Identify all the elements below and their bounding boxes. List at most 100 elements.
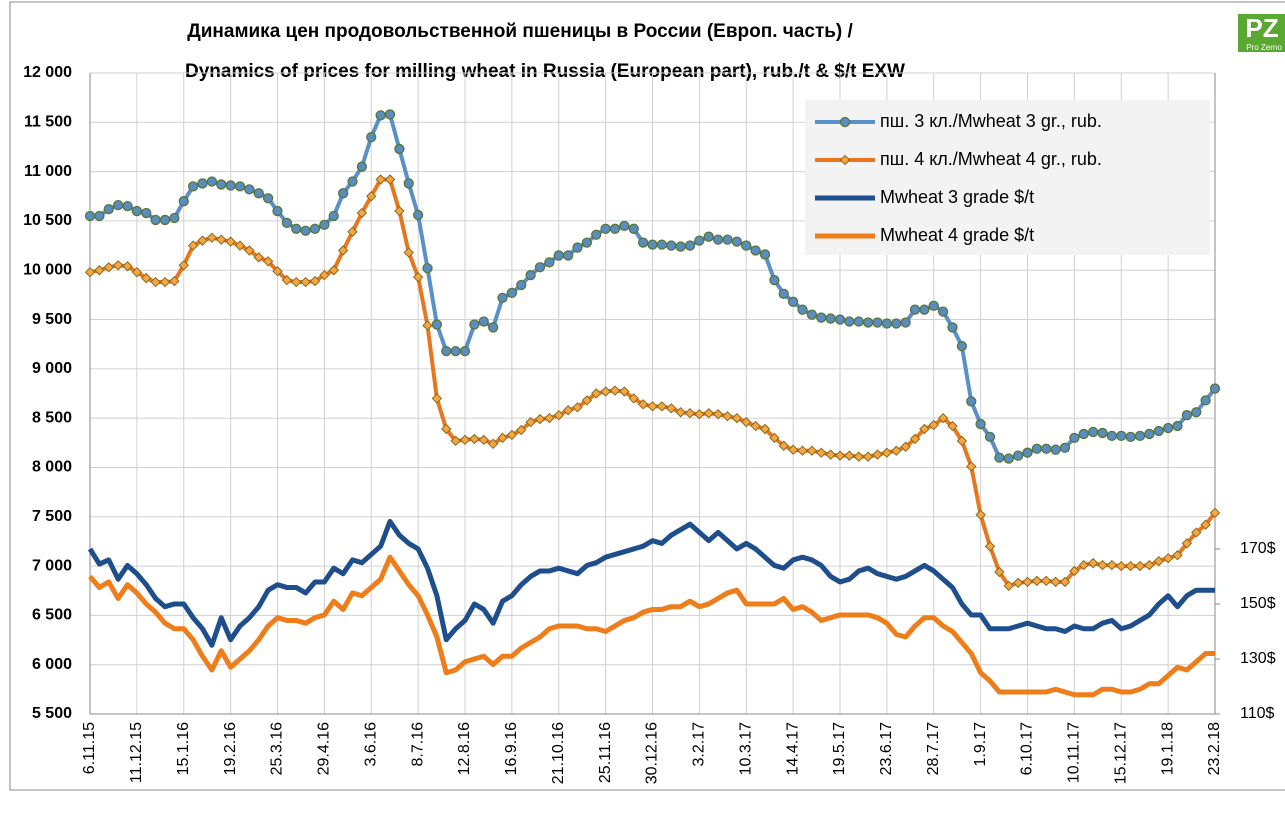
marker <box>1097 427 1108 439</box>
marker <box>947 322 958 333</box>
marker <box>1200 519 1211 530</box>
y-tick-label: 12 000 <box>23 64 72 81</box>
marker <box>1059 442 1071 453</box>
marker <box>422 320 433 331</box>
marker <box>187 181 199 192</box>
marker <box>497 432 508 444</box>
marker <box>891 445 902 456</box>
marker <box>272 266 283 277</box>
marker <box>525 416 536 428</box>
marker <box>853 451 864 462</box>
marker <box>609 385 621 396</box>
marker <box>769 432 780 444</box>
marker <box>844 316 855 327</box>
marker <box>975 418 986 430</box>
marker <box>1162 552 1174 564</box>
marker <box>1012 450 1024 461</box>
marker <box>966 396 977 407</box>
marker <box>759 423 771 435</box>
marker <box>1125 560 1136 572</box>
marker <box>169 275 180 287</box>
marker <box>328 210 339 222</box>
marker <box>881 447 893 458</box>
marker <box>591 388 602 399</box>
marker <box>1172 420 1183 432</box>
x-tick-label: 14.4.17 <box>784 722 801 775</box>
marker <box>253 188 264 199</box>
marker <box>591 229 602 240</box>
marker <box>1012 577 1024 589</box>
marker <box>328 265 339 276</box>
marker <box>300 276 311 288</box>
marker <box>159 276 171 288</box>
marker <box>347 176 358 187</box>
marker <box>431 393 443 404</box>
legend-label: пш. 3 кл./Mwheat 3 gr., rub. <box>880 111 1102 131</box>
marker <box>516 279 527 291</box>
marker <box>141 272 152 284</box>
marker <box>131 205 143 217</box>
y-tick-label: 9 500 <box>32 311 72 328</box>
marker <box>197 178 208 189</box>
marker <box>112 260 124 271</box>
marker <box>1144 428 1155 440</box>
marker <box>1078 559 1089 571</box>
marker <box>909 433 921 445</box>
marker <box>919 304 930 315</box>
x-tick-label: 19.2.16 <box>222 722 239 775</box>
marker <box>1022 447 1033 458</box>
marker <box>741 416 752 428</box>
marker <box>909 304 921 315</box>
marker <box>787 296 799 307</box>
marker <box>169 212 180 224</box>
x-tick-label: 19.5.17 <box>831 722 848 775</box>
marker <box>1041 443 1052 454</box>
marker <box>216 179 227 190</box>
y2-tick-label: 170$ <box>1240 540 1276 557</box>
marker <box>244 245 255 256</box>
marker <box>309 275 321 287</box>
marker <box>703 231 714 242</box>
marker <box>666 240 677 251</box>
marker <box>262 256 274 267</box>
marker <box>900 317 911 328</box>
marker <box>1078 428 1089 440</box>
marker <box>816 312 827 323</box>
marker <box>937 412 949 424</box>
marker <box>412 271 424 283</box>
marker <box>956 435 968 447</box>
marker <box>928 419 939 431</box>
marker <box>947 420 958 432</box>
marker <box>459 434 471 446</box>
y-tick-label: 8 500 <box>32 409 72 426</box>
marker <box>872 449 883 460</box>
marker <box>1003 453 1014 464</box>
marker <box>234 240 246 251</box>
marker <box>703 408 714 419</box>
marker <box>975 509 986 521</box>
marker <box>131 266 143 278</box>
marker <box>487 438 499 450</box>
marker <box>684 408 696 419</box>
x-tick-label: 6.11.15 <box>81 722 98 774</box>
marker <box>375 110 386 121</box>
marker <box>1003 580 1014 592</box>
marker <box>712 409 724 420</box>
x-tick-label: 12.8.16 <box>456 722 473 775</box>
marker <box>412 209 424 221</box>
marker <box>225 180 236 191</box>
x-tick-label: 19.1.18 <box>1159 722 1176 775</box>
marker <box>216 234 227 245</box>
marker <box>1116 560 1127 572</box>
marker <box>853 316 864 327</box>
marker <box>562 405 574 416</box>
marker <box>806 309 818 320</box>
marker <box>562 250 574 261</box>
logo-bg <box>1238 14 1285 52</box>
marker <box>319 219 330 231</box>
marker <box>487 322 499 333</box>
marker <box>637 399 649 410</box>
marker <box>516 424 527 436</box>
